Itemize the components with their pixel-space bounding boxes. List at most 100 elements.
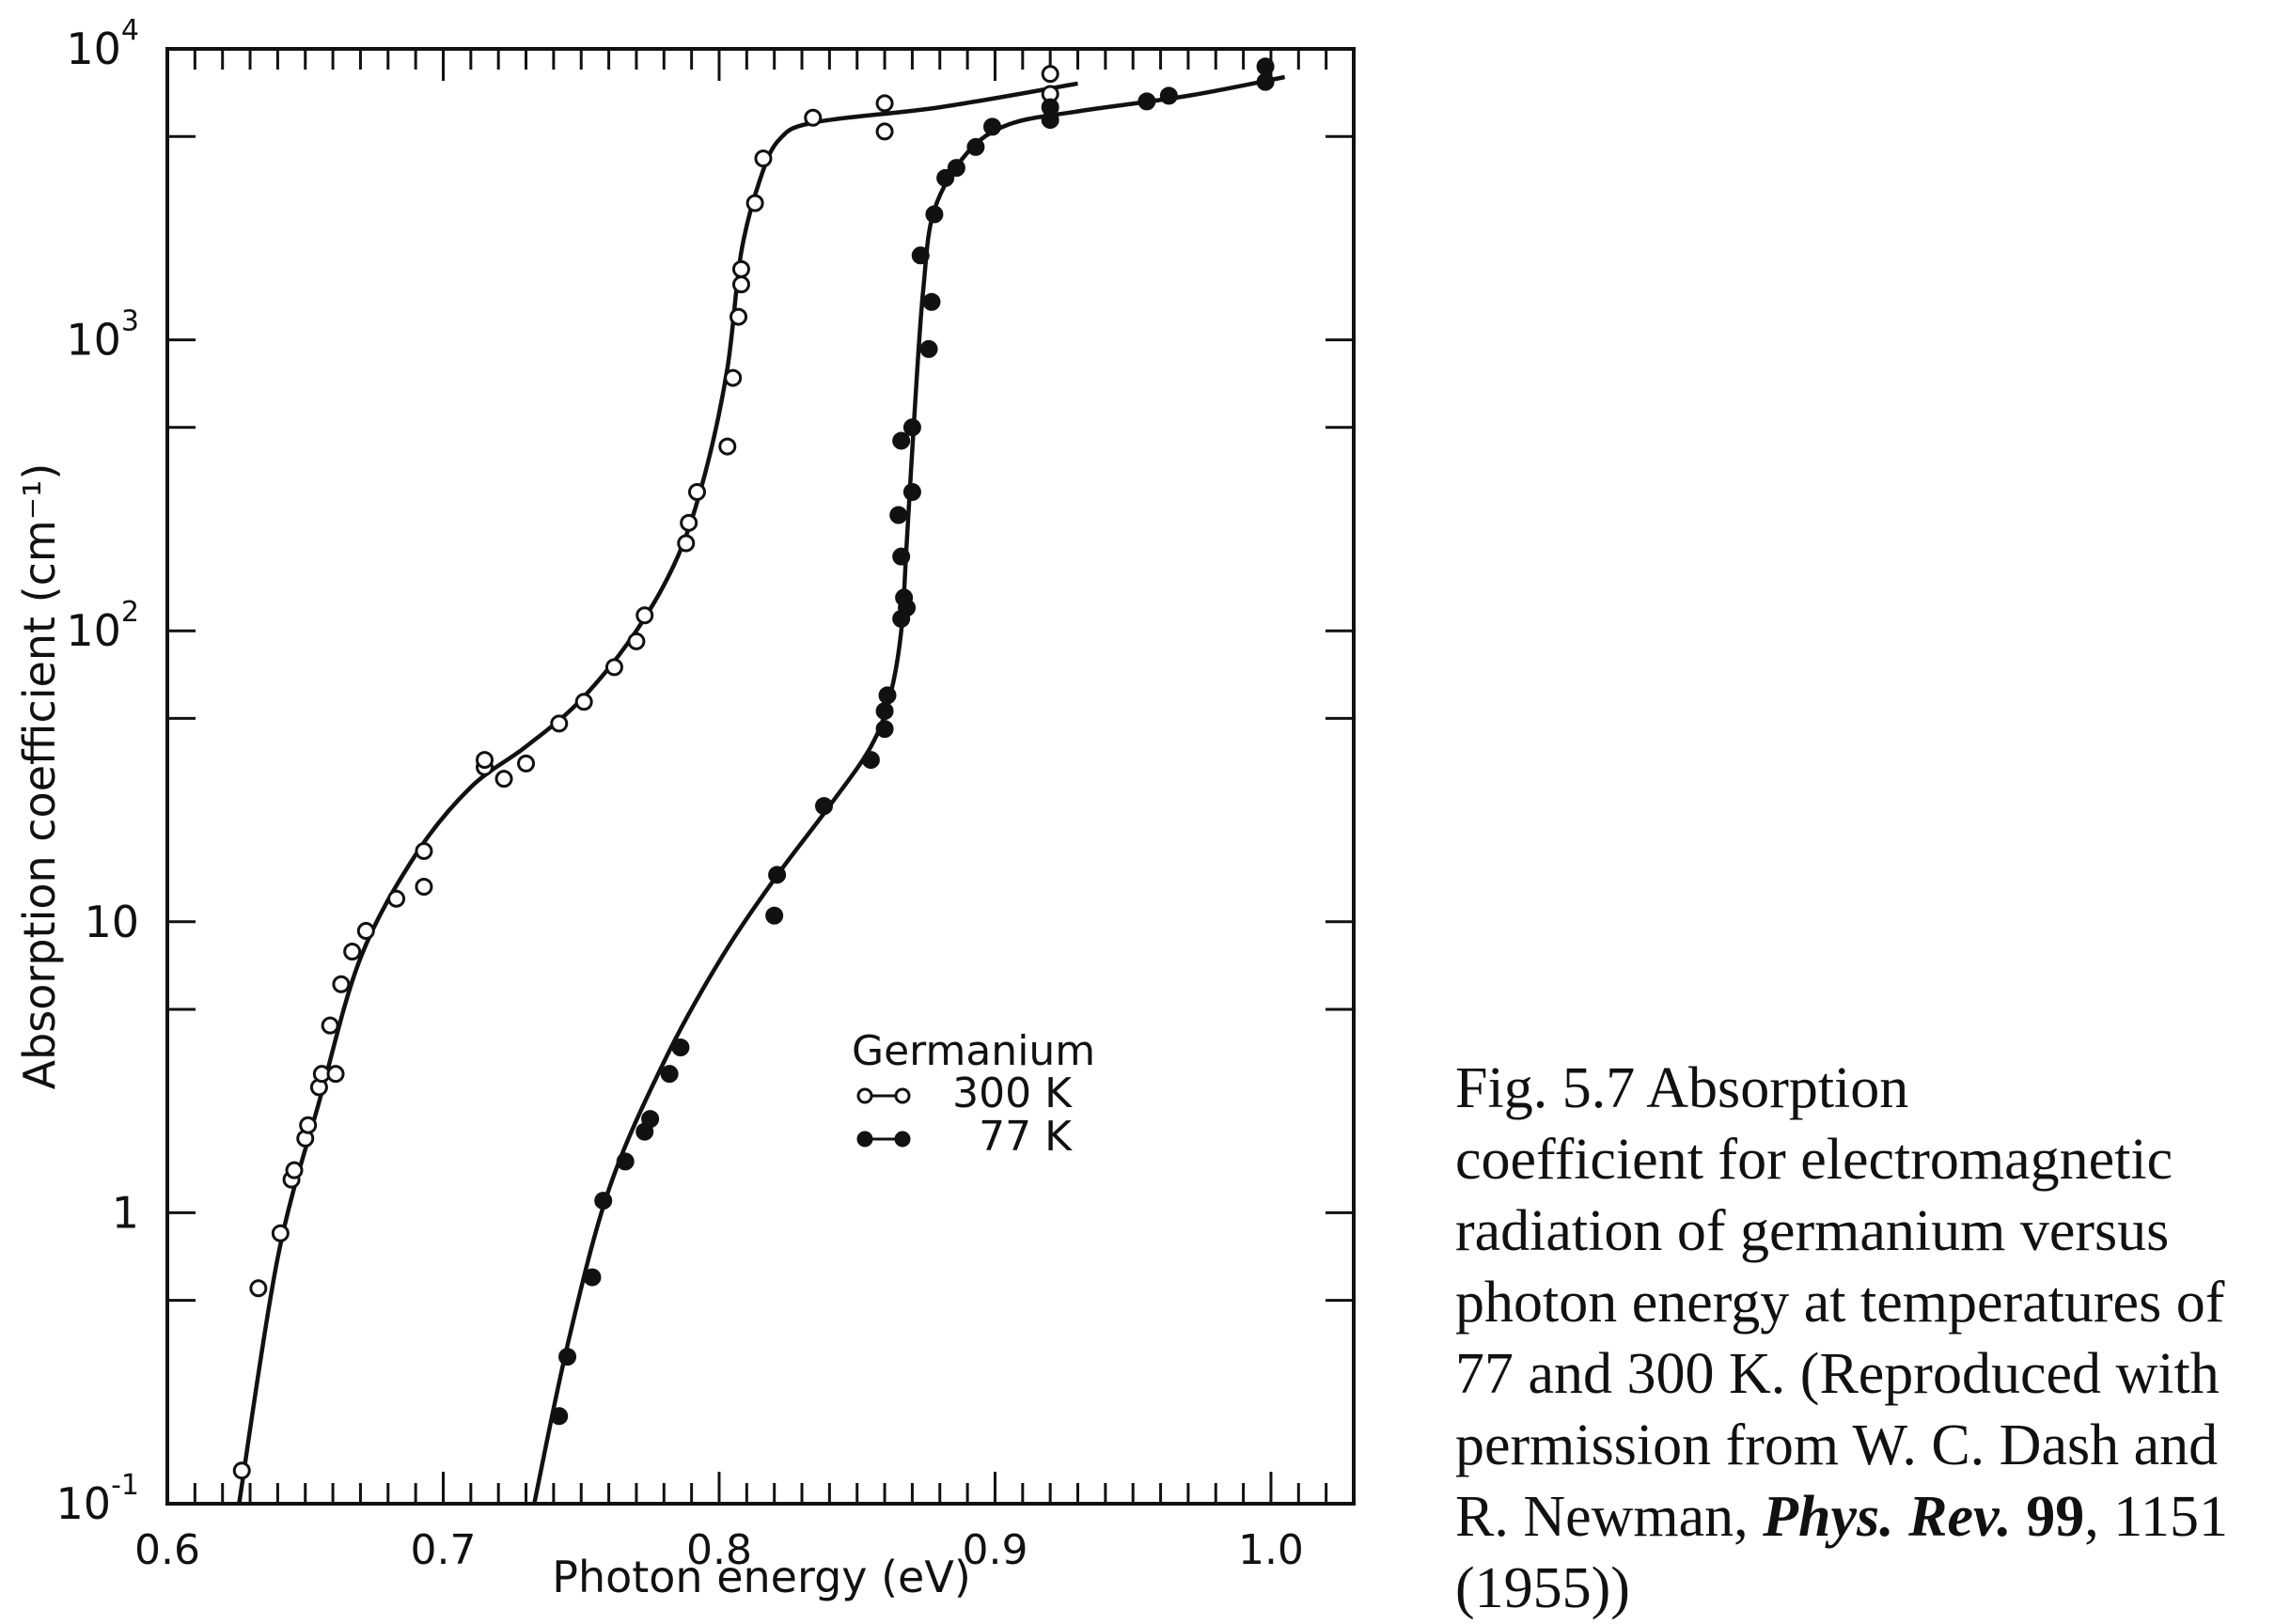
- data-point-77k: [925, 205, 944, 224]
- data-point-300k: [635, 606, 654, 625]
- legend-title: Germanium: [852, 1027, 1095, 1075]
- figure-caption: Fig. 5.7 Absorption coefficient for elect…: [1455, 1053, 2264, 1624]
- y-axis-label: Absorption coefficient (cm⁻¹): [14, 463, 65, 1090]
- y-tick-label: 102: [66, 596, 139, 656]
- legend-marker: [894, 1087, 911, 1104]
- data-point-300k: [1041, 65, 1059, 84]
- data-point-77k: [660, 1065, 679, 1084]
- data-point-77k: [583, 1268, 602, 1287]
- data-point-300k: [517, 754, 536, 773]
- data-point-77k: [936, 168, 955, 187]
- x-axis-label: Photon energy (eV): [552, 1552, 971, 1602]
- curve-77k: [532, 74, 1286, 1505]
- caption-body: coefficient for electromagnetic radiatio…: [1455, 1128, 2225, 1549]
- data-point-77k: [1138, 92, 1156, 111]
- data-point-300k: [731, 275, 750, 294]
- data-point-300k: [321, 1016, 339, 1035]
- legend-item: 77 K: [856, 1113, 1073, 1161]
- data-point-77k: [768, 866, 787, 884]
- data-point-300k: [415, 877, 433, 896]
- x-tick-label: 1.0: [1238, 1526, 1304, 1574]
- legend-marker: [856, 1087, 873, 1104]
- plot-frame: [165, 47, 1356, 1506]
- legend-label: 300 K: [952, 1070, 1073, 1117]
- data-point-77k: [616, 1152, 635, 1171]
- data-point-77k: [765, 906, 784, 925]
- data-point-77k: [861, 751, 880, 770]
- legend-marker: [894, 1131, 911, 1148]
- data-point-77k: [1041, 98, 1059, 117]
- data-point-77k: [558, 1348, 577, 1366]
- data-point-300k: [687, 482, 706, 501]
- data-point-300k: [754, 149, 773, 168]
- data-point-77k: [898, 599, 917, 617]
- curve-300k: [237, 81, 1078, 1505]
- data-point-300k: [574, 693, 593, 711]
- data-point-77k: [878, 686, 897, 705]
- data-point-300k: [680, 513, 698, 532]
- data-point-77k: [641, 1110, 660, 1129]
- caption-volume: 99: [2026, 1485, 2085, 1549]
- data-point-77k: [815, 797, 834, 816]
- caption-lead: Fig. 5.7 Absorption: [1455, 1056, 1909, 1120]
- series-curves: [237, 74, 1286, 1505]
- data-point-300k: [387, 889, 406, 908]
- data-point-77k: [1256, 57, 1275, 76]
- plot-border: [165, 47, 1356, 1506]
- data-point-77k: [947, 159, 965, 178]
- data-point-77k: [594, 1192, 613, 1210]
- data-point-300k: [343, 942, 362, 960]
- data-point-77k: [1256, 72, 1275, 91]
- data-point-77k: [911, 246, 930, 265]
- x-tick-label: 0.7: [410, 1526, 476, 1574]
- y-tick-label: 10: [84, 897, 139, 947]
- data-point-300k: [249, 1279, 268, 1298]
- data-point-300k: [299, 1116, 318, 1134]
- data-point-300k: [415, 842, 433, 861]
- data-point-77k: [922, 292, 941, 311]
- legend-label: 77 K: [979, 1113, 1073, 1161]
- data-point-300k: [494, 770, 513, 789]
- data-point-77k: [1159, 86, 1178, 105]
- data-point-300k: [476, 751, 494, 770]
- data-point-300k: [718, 437, 737, 456]
- data-point-300k: [356, 922, 375, 941]
- data-point-300k: [332, 975, 351, 993]
- data-point-77k: [983, 117, 1002, 136]
- data-point-300k: [724, 368, 743, 387]
- data-point-77k: [875, 720, 894, 739]
- axis-tick-labels: 0.6 0.7 0.8 0.9 1.0 10-1 1 10 102 103 104: [56, 14, 1304, 1574]
- data-point-300k: [745, 194, 764, 212]
- y-tick-label: 10-1: [56, 1469, 139, 1529]
- data-point-77k: [902, 482, 921, 501]
- data-point-77k: [889, 506, 908, 524]
- data-point-77k: [671, 1038, 690, 1056]
- data-point-300k: [627, 632, 646, 650]
- data-point-300k: [326, 1065, 345, 1084]
- data-point-300k: [604, 658, 623, 677]
- y-tick-label: 103: [66, 305, 139, 366]
- data-point-77k: [892, 431, 911, 450]
- x-tick-label: 0.6: [134, 1526, 200, 1574]
- data-point-300k: [232, 1461, 251, 1480]
- series-markers: [232, 57, 1275, 1480]
- caption-journal: Phys. Rev.: [1763, 1485, 2012, 1549]
- data-point-300k: [677, 534, 696, 553]
- y-tick-label: 104: [66, 14, 139, 74]
- data-point-77k: [875, 702, 894, 721]
- caption-citation: , 1151 (1955)): [1455, 1485, 2228, 1620]
- data-point-300k: [271, 1224, 290, 1242]
- data-point-300k: [285, 1161, 304, 1179]
- legend-item: 300 K: [856, 1070, 1073, 1117]
- data-point-77k: [892, 547, 911, 566]
- legend-marker: [856, 1131, 873, 1148]
- data-point-77k: [902, 418, 921, 437]
- data-point-77k: [966, 137, 985, 156]
- y-tick-label: 1: [112, 1187, 139, 1238]
- data-point-300k: [804, 108, 823, 127]
- data-point-77k: [550, 1407, 569, 1426]
- axis-ticks: [165, 49, 1356, 1506]
- absorption-chart: 0.6 0.7 0.8 0.9 1.0 10-1 1 10 102 103 104 Germaniu…: [14, 14, 1356, 1602]
- data-point-300k: [731, 259, 750, 278]
